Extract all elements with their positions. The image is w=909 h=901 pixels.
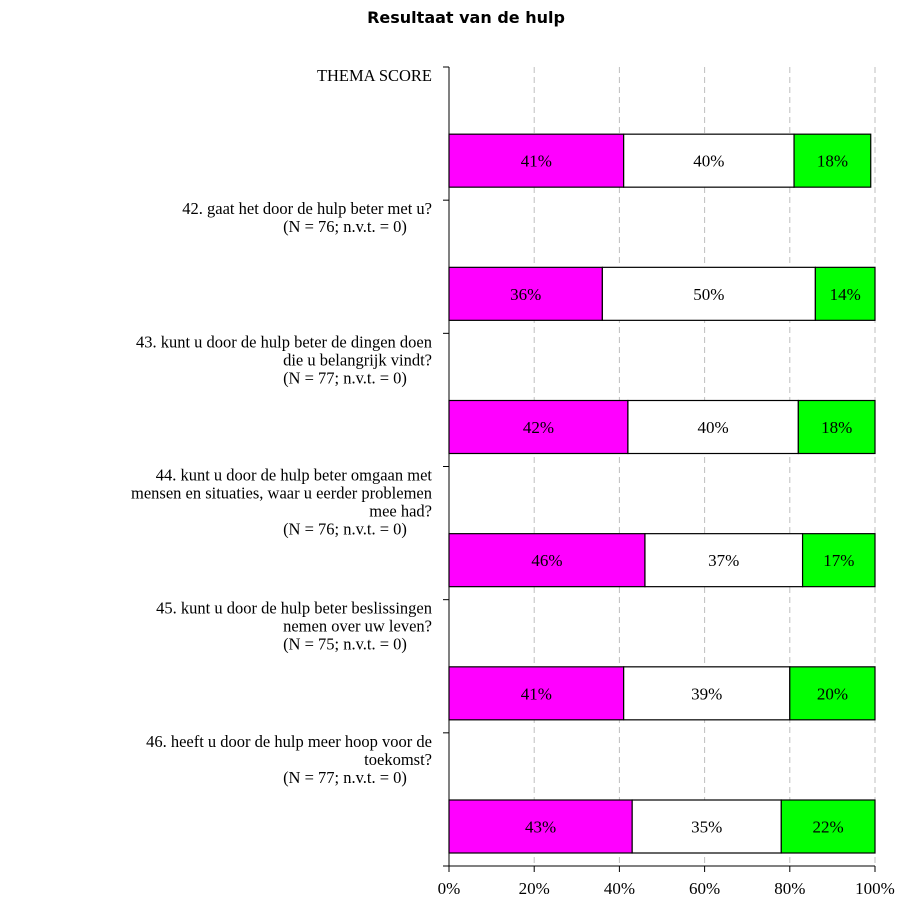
chart-title: Resultaat van de hulp: [367, 8, 565, 27]
x-tick-label: 80%: [774, 879, 805, 898]
category-label: 42. gaat het door de hulp beter met u? (N…: [182, 199, 432, 236]
x-tick-labels: 0% 20% 40% 60% 80% 100%: [438, 879, 895, 898]
data-label: 46%: [531, 551, 562, 570]
category-label: THEMA SCORE: [317, 66, 432, 85]
x-tick-label: 0%: [438, 879, 461, 898]
data-label: 22%: [813, 818, 844, 837]
data-label: 50%: [693, 285, 724, 304]
data-label: 20%: [817, 684, 848, 703]
data-label: 39%: [691, 684, 722, 703]
category-label: 45. kunt u door de hulp beter beslissing…: [156, 599, 432, 654]
data-label: 18%: [817, 152, 848, 171]
data-label: 14%: [830, 285, 861, 304]
data-label: 37%: [708, 551, 739, 570]
data-label: 41%: [521, 684, 552, 703]
data-label: 17%: [823, 551, 854, 570]
category-label: 46. heeft u door de hulp meer hoop voor …: [146, 732, 432, 787]
data-label: 40%: [698, 418, 729, 437]
data-label: 18%: [821, 418, 852, 437]
x-tick-label: 100%: [855, 879, 895, 898]
data-label: 42%: [523, 418, 554, 437]
data-label: 43%: [525, 818, 556, 837]
data-label: 36%: [510, 285, 541, 304]
category-labels: THEMA SCORE 42. gaat het door de hulp bet…: [131, 66, 432, 787]
x-tick-label: 60%: [689, 879, 720, 898]
data-label: 35%: [691, 818, 722, 837]
category-label: 43. kunt u door de hulp beter de dingen …: [136, 332, 432, 387]
bars: 41% 40% 18% 36% 50% 14% 42% 40% 18% 46% 37% 17% 41% 3…: [449, 134, 875, 853]
x-tick-label: 40%: [604, 879, 635, 898]
x-tick-label: 20%: [519, 879, 550, 898]
category-label: 44. kunt u door de hulp beter omgaan met…: [131, 466, 432, 539]
data-label: 41%: [521, 152, 552, 171]
data-label: 40%: [693, 152, 724, 171]
